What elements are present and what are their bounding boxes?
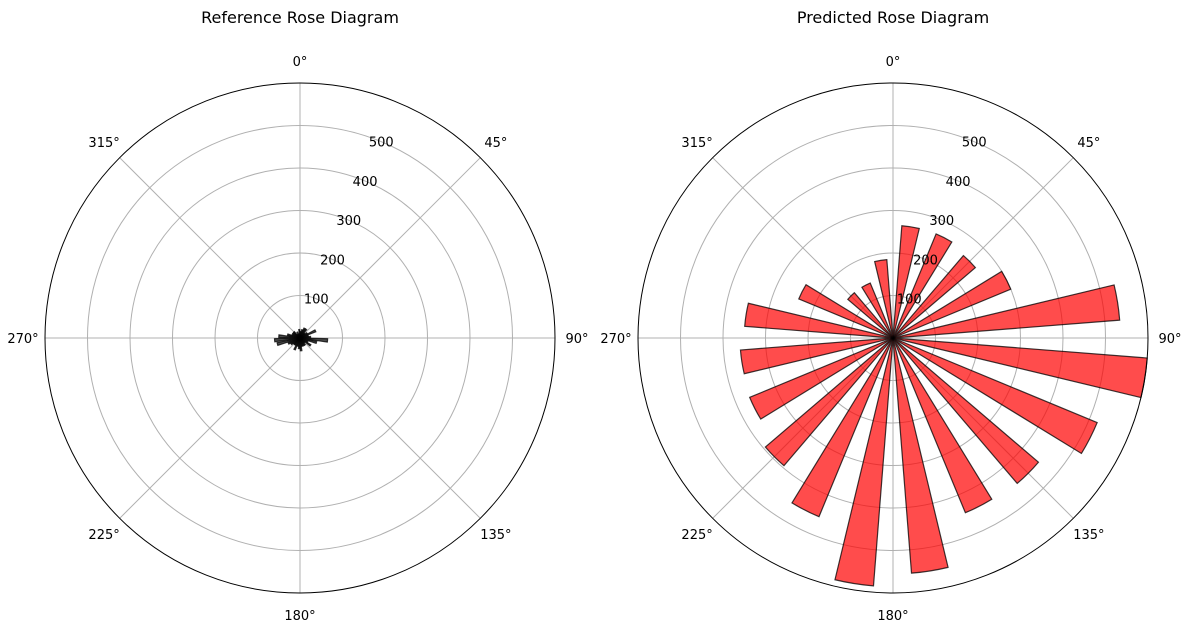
predicted-r-tick-label-100: 100	[897, 293, 922, 308]
reference-theta-tick-label-45: 45°	[484, 136, 507, 151]
predicted-theta-tick-label-270: 270°	[600, 332, 631, 347]
reference-theta-tick-label-315: 315°	[88, 136, 119, 151]
predicted-theta-tick-label-315: 315°	[681, 136, 712, 151]
reference-bar-265deg	[273, 337, 301, 343]
predicted-bar-63deg	[892, 270, 1012, 339]
predicted-theta-tick-label-135: 135°	[1073, 528, 1104, 543]
predicted-bar-153deg	[892, 337, 993, 514]
reference-grid-spoke-135	[299, 337, 481, 519]
reference-bar-65deg	[299, 329, 317, 339]
reference-grid-spoke-45	[299, 157, 481, 339]
predicted-r-tick-label-200: 200	[913, 254, 938, 269]
predicted-theta-tick-label-90: 90°	[1158, 332, 1181, 347]
predicted-bar-189deg	[834, 337, 894, 587]
predicted-r-tick-label-300: 300	[929, 214, 954, 229]
reference-r-tick-label-200: 200	[320, 254, 345, 269]
predicted-bar-351deg	[873, 258, 894, 339]
predicted-chart-title: Predicted Rose Diagram	[797, 8, 989, 27]
predicted-bar-279deg	[744, 302, 894, 339]
predicted-bars	[739, 225, 1148, 587]
predicted-bar-297deg	[797, 283, 894, 339]
reference-polar-grid	[45, 83, 555, 593]
reference-grid-spoke-315	[119, 157, 301, 339]
predicted-tick-labels: 100 200 300 400 500 0° 45° 90° 135° 180° 225° 270° 3…	[600, 55, 1181, 624]
predicted-bar-45deg	[892, 254, 977, 339]
reference-theta-tick-label-90: 90°	[565, 332, 588, 347]
predicted-bar-81deg	[892, 284, 1121, 339]
predicted-r-tick-label-400: 400	[946, 175, 971, 190]
reference-r-tick-label-500: 500	[369, 136, 394, 151]
predicted-theta-tick-label-0: 0°	[886, 55, 901, 70]
predicted-bar-9deg	[892, 225, 921, 339]
reference-r-tick-label-100: 100	[304, 293, 329, 308]
reference-outer-frame	[44, 82, 556, 594]
reference-theta-tick-label-225: 225°	[88, 528, 119, 543]
predicted-bar-333deg	[861, 282, 894, 339]
reference-chart-title: Reference Rose Diagram	[201, 8, 399, 27]
reference-r-tick-label-400: 400	[353, 175, 378, 190]
predicted-theta-tick-label-45: 45°	[1077, 136, 1100, 151]
reference-bar-355deg	[298, 328, 301, 339]
reference-bars	[273, 327, 329, 352]
reference-theta-tick-label-180: 180°	[284, 609, 315, 624]
reference-bar-255deg	[276, 337, 301, 347]
predicted-bar-225deg	[764, 337, 894, 467]
predicted-bar-315deg	[846, 291, 894, 339]
predicted-bar-117deg	[892, 337, 1098, 455]
predicted-rose-panel: Predicted Rose Diagram 100 200 300 400 500 0°…	[600, 8, 1181, 624]
predicted-bar-171deg	[892, 337, 949, 574]
predicted-outer-frame	[637, 82, 1149, 594]
reference-theta-tick-label-270: 270°	[7, 332, 38, 347]
reference-theta-tick-label-135: 135°	[480, 528, 511, 543]
predicted-bar-243deg	[748, 337, 894, 420]
predicted-bar-27deg	[892, 233, 953, 339]
predicted-bar-207deg	[791, 337, 894, 518]
reference-theta-tick-label-0: 0°	[293, 55, 308, 70]
reference-r-tick-label-300: 300	[336, 214, 361, 229]
predicted-r-tick-label-500: 500	[962, 136, 987, 151]
reference-tick-labels: 100 200 300 400 500 0° 45° 90° 135° 180° 225° 270° 3…	[7, 55, 588, 624]
reference-grid-spoke-225	[119, 337, 301, 519]
reference-rose-panel: Reference Rose Diagram 100 200 300 400 500 0°…	[7, 8, 588, 624]
predicted-bar-261deg	[739, 337, 894, 375]
predicted-bar-135deg	[892, 337, 1040, 485]
predicted-theta-tick-label-180: 180°	[877, 609, 908, 624]
predicted-theta-tick-label-225: 225°	[681, 528, 712, 543]
